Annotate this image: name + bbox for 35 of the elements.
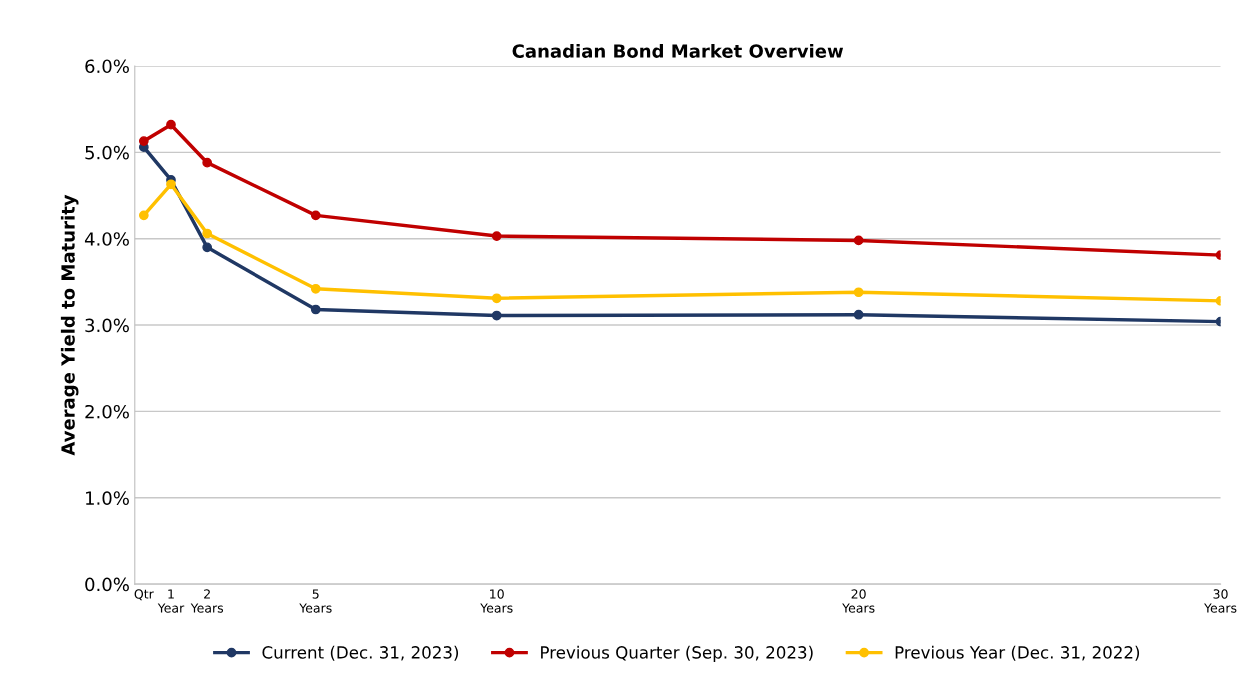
point xyxy=(166,179,176,190)
y-axis-title: Average Yield to Maturity xyxy=(60,194,79,456)
y-tick-label: 0.0% xyxy=(85,577,129,592)
chart-title: Canadian Bond Market Overview xyxy=(512,43,844,58)
x-tick-label: 2 Years xyxy=(190,589,224,613)
y-tick-label: 1.0% xyxy=(86,491,129,505)
legend-label: Current (Dec. 31, 2023) xyxy=(262,645,459,661)
legend-label: Previous Year (Dec. 31, 2022) xyxy=(895,645,1140,661)
x-tick-label: 30 Years xyxy=(1204,589,1237,613)
y-tick-label: 2.0% xyxy=(85,404,129,419)
legend-label: Previous Quarter (Sep. 30, 2023) xyxy=(541,645,813,662)
point xyxy=(202,228,213,239)
x-tick-label: 1 Year xyxy=(157,589,185,613)
x-tick-label: 20 Years xyxy=(842,589,875,613)
y-tick-label: 5.0% xyxy=(85,145,129,160)
point xyxy=(853,287,864,298)
x-tick-label: 10 Years xyxy=(480,589,513,613)
point xyxy=(138,210,149,221)
point xyxy=(166,119,176,130)
point xyxy=(310,210,321,221)
y-tick-label: 4.0% xyxy=(84,232,129,246)
point xyxy=(491,293,502,304)
point xyxy=(491,231,502,241)
point xyxy=(853,309,864,320)
point xyxy=(310,304,321,315)
x-tick-label: Qtr xyxy=(134,589,154,601)
x-tick-label: 5 Years xyxy=(299,589,332,613)
point xyxy=(138,136,149,146)
y-tick-label: 3.0% xyxy=(85,318,129,333)
point xyxy=(853,235,864,246)
point xyxy=(491,310,502,321)
point xyxy=(202,242,213,253)
point xyxy=(202,157,213,168)
point xyxy=(310,283,321,294)
y-tick-label: 6.0% xyxy=(85,59,129,74)
